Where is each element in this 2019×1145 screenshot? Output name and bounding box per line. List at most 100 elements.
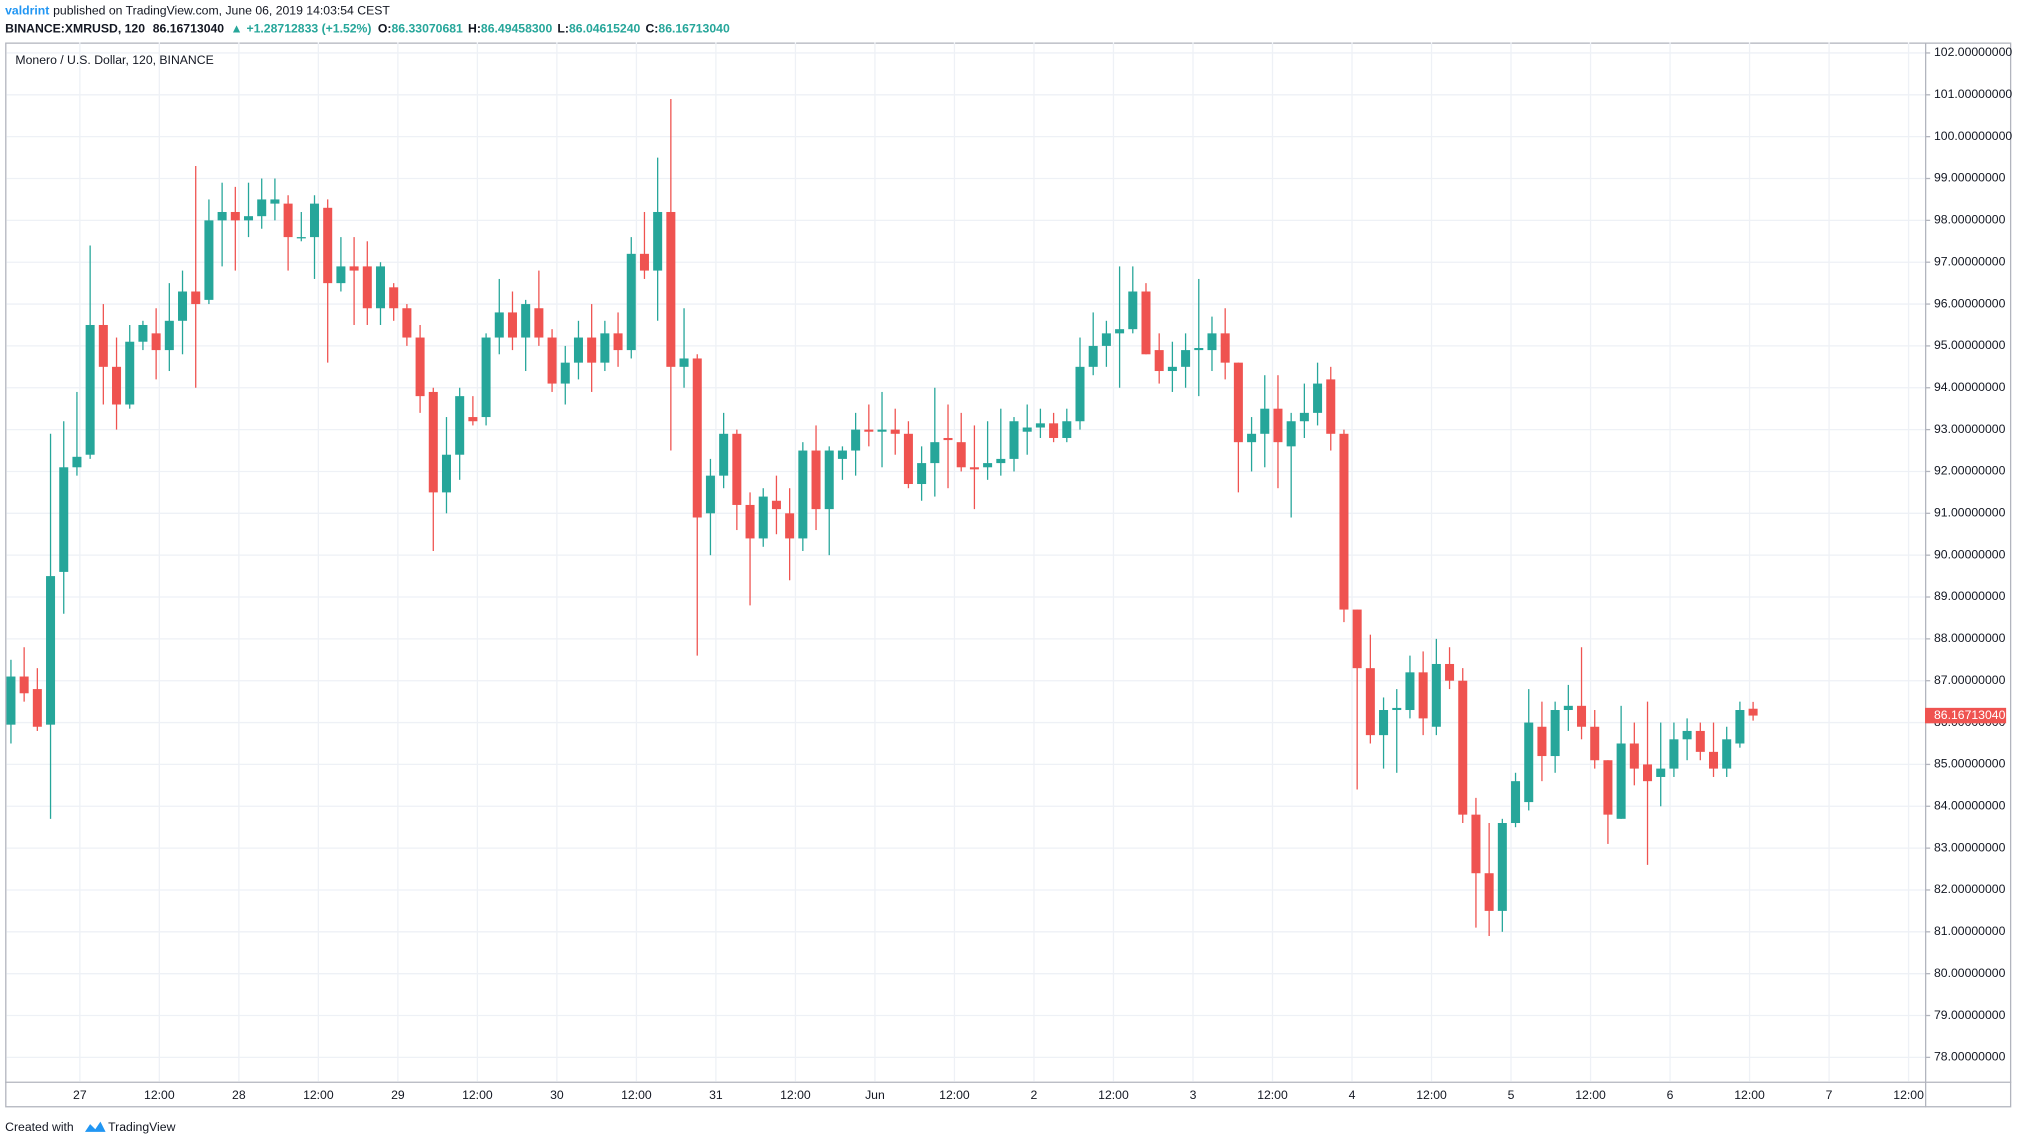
- x-tick-label: 3: [1190, 1088, 1197, 1102]
- y-tick-label: 91.00000000: [1934, 506, 2006, 520]
- y-tick-label: 101.00000000: [1934, 87, 2012, 101]
- footer-brand[interactable]: TradingView: [108, 1120, 175, 1134]
- candle-body: [125, 341, 135, 405]
- candle-body: [1022, 427, 1032, 432]
- y-tick-label: 81.00000000: [1934, 924, 2006, 938]
- candle-body: [1339, 433, 1349, 610]
- candle-body: [745, 504, 755, 539]
- candle-body: [1445, 663, 1455, 681]
- candle-body: [1379, 710, 1389, 736]
- candle-body: [283, 203, 293, 238]
- candle-body: [692, 358, 702, 518]
- candle-body: [890, 429, 900, 434]
- x-tick-label: 4: [1349, 1088, 1356, 1102]
- candle-body: [112, 366, 122, 405]
- candle-body: [1497, 823, 1507, 911]
- y-tick-label: 96.00000000: [1934, 296, 2006, 310]
- candle-body: [349, 266, 359, 271]
- x-tick-label: 12:00: [621, 1088, 652, 1102]
- candle-body: [811, 450, 821, 510]
- y-tick-label: 97.00000000: [1934, 254, 2006, 268]
- publish-line: valdrint published on TradingView.com, Ju…: [5, 4, 390, 18]
- high-label: H:: [468, 22, 481, 36]
- candle-body: [1075, 366, 1085, 422]
- candle-body: [1035, 423, 1045, 428]
- candle-body: [837, 450, 847, 459]
- candle-body: [587, 337, 597, 363]
- candle-body: [309, 203, 320, 238]
- x-tick-label: 12:00: [1098, 1088, 1129, 1102]
- candle-body: [1115, 329, 1125, 334]
- candle-body: [1735, 710, 1745, 744]
- x-tick-label: 12:00: [144, 1088, 175, 1102]
- candle-body: [32, 689, 42, 727]
- tradingview-logo: [84, 1121, 106, 1132]
- candle-body: [943, 437, 953, 441]
- x-tick-label: 12:00: [462, 1088, 493, 1102]
- candle-body: [1286, 421, 1296, 447]
- candle-body: [1141, 291, 1151, 355]
- candle-body: [679, 358, 689, 367]
- candle-body: [270, 199, 280, 204]
- candle-body: [1405, 672, 1415, 711]
- candle-body: [46, 576, 56, 725]
- candle-body: [402, 308, 412, 338]
- x-tick-label: 12:00: [303, 1088, 334, 1102]
- candle-body: [1629, 743, 1639, 769]
- y-tick-label: 88.00000000: [1934, 631, 2006, 645]
- candle-body: [1220, 333, 1230, 363]
- low-value: 86.04615240: [569, 22, 641, 36]
- candle-body: [1392, 707, 1402, 711]
- x-tick-label: 31: [709, 1088, 723, 1102]
- last-price: 86.16713040: [153, 22, 225, 36]
- candle-body: [573, 337, 583, 363]
- close-label: C:: [645, 22, 658, 36]
- candle-body: [719, 433, 729, 476]
- candle-body: [798, 450, 808, 539]
- y-tick-label: 93.00000000: [1934, 422, 2006, 436]
- candle-body: [613, 333, 623, 351]
- candle-body: [1471, 814, 1481, 874]
- candle-body: [758, 496, 768, 539]
- candle-body: [864, 429, 874, 432]
- candle-body: [969, 467, 979, 470]
- candle-body: [1643, 764, 1653, 782]
- candle-body: [732, 433, 742, 505]
- candle-body: [600, 333, 610, 363]
- candle-body: [1563, 705, 1573, 711]
- x-tick-label: 12:00: [1893, 1088, 1924, 1102]
- candle-body: [244, 216, 254, 221]
- candle-body: [877, 429, 887, 432]
- open-value: 86.33070681: [392, 22, 464, 36]
- y-tick-label: 90.00000000: [1934, 547, 2006, 561]
- candle-body: [1181, 350, 1191, 367]
- candle-body: [217, 211, 227, 221]
- x-tick-label: 12:00: [1416, 1088, 1447, 1102]
- grid: [6, 42, 1926, 1082]
- footer: Created with: [5, 1120, 74, 1134]
- author[interactable]: valdrint: [5, 4, 49, 18]
- candle-body: [1352, 609, 1362, 669]
- y-tick-label: 99.00000000: [1934, 171, 2006, 185]
- candle-body: [455, 396, 465, 455]
- y-tick-label: 84.00000000: [1934, 799, 2006, 813]
- candle-body: [626, 253, 636, 351]
- x-tick-label: 29: [391, 1088, 405, 1102]
- candle-body: [785, 513, 795, 539]
- time-axis: 27 12:00 28 12:00 29 12:00 30 12:00 31 12:00 Jun 12…: [73, 1088, 1924, 1102]
- candle-body: [428, 391, 438, 493]
- x-tick-label: 5: [1508, 1088, 1515, 1102]
- x-tick-label: 6: [1667, 1088, 1674, 1102]
- candle-body: [1194, 348, 1204, 351]
- candle-body: [98, 324, 108, 367]
- candle-body: [1511, 781, 1521, 824]
- candle-body: [771, 500, 781, 510]
- candle-body: [441, 454, 451, 493]
- y-tick-label: 92.00000000: [1934, 464, 2006, 478]
- candle-body: [6, 676, 16, 725]
- candle-body: [560, 362, 570, 384]
- candle-body: [230, 211, 240, 221]
- candle-body: [323, 207, 333, 284]
- candle-body: [1207, 333, 1217, 351]
